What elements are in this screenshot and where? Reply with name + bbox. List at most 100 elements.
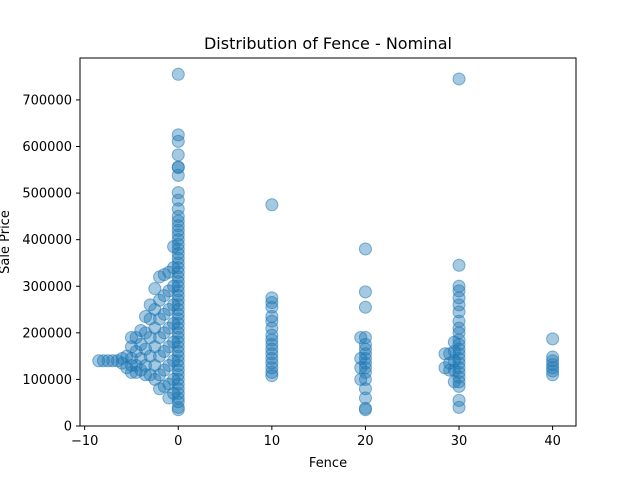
y-tick-label: 300000 (22, 280, 72, 295)
x-tick-label: 0 (174, 434, 182, 449)
data-point (171, 358, 185, 372)
x-axis-label: Fence (309, 456, 347, 471)
data-point (171, 67, 185, 81)
data-point (162, 340, 176, 354)
data-point (443, 347, 457, 361)
y-tick-label: 0 (64, 420, 72, 435)
data-point (171, 256, 185, 270)
data-point (101, 354, 115, 368)
data-point (110, 354, 124, 368)
data-point (354, 372, 368, 386)
data-point (265, 198, 279, 212)
x-tick-label: −10 (71, 434, 98, 449)
x-axis: −10 0 10 20 30 40 (71, 426, 561, 449)
data-point (171, 284, 185, 298)
data-point (167, 372, 181, 386)
data-point (171, 340, 185, 354)
data-point (265, 369, 279, 383)
x-tick-label: 30 (451, 434, 468, 449)
data-point (452, 291, 466, 305)
data-point (171, 168, 185, 182)
data-point (452, 305, 466, 319)
data-point (265, 291, 279, 305)
data-point (265, 337, 279, 351)
data-point (171, 186, 185, 200)
data-point (171, 330, 185, 344)
data-point (139, 310, 153, 324)
data-point (452, 400, 466, 414)
data-point (452, 298, 466, 312)
data-point (452, 393, 466, 407)
data-point (162, 321, 176, 335)
data-point (153, 270, 167, 284)
data-point (171, 193, 185, 207)
data-point (171, 223, 185, 237)
data-point (167, 335, 181, 349)
data-point (546, 332, 560, 346)
data-point (171, 312, 185, 326)
data-point (171, 275, 185, 289)
data-point (171, 368, 185, 382)
y-tick-label: 100000 (22, 373, 72, 388)
data-point (438, 361, 452, 375)
y-tick-label: 700000 (22, 93, 72, 108)
data-point (265, 365, 279, 379)
data-point (358, 337, 372, 351)
data-point (143, 298, 157, 312)
data-point (354, 361, 368, 375)
data-point (171, 134, 185, 148)
data-point (265, 296, 279, 310)
data-point (167, 279, 181, 293)
data-point (171, 233, 185, 247)
data-point (358, 365, 372, 379)
data-point (171, 128, 185, 142)
points-layer (92, 67, 560, 417)
data-point (354, 330, 368, 344)
data-point (171, 293, 185, 307)
data-point (452, 379, 466, 393)
x-tick-label: 10 (264, 434, 281, 449)
data-point (265, 333, 279, 347)
data-point (96, 354, 110, 368)
data-point (167, 261, 181, 275)
y-tick-label: 600000 (22, 140, 72, 155)
data-point (124, 330, 138, 344)
chart-title: Distribution of Fence - Nominal (204, 34, 452, 53)
data-point (171, 214, 185, 228)
data-point (162, 391, 176, 405)
data-point (134, 324, 148, 338)
data-point (171, 219, 185, 233)
data-point (546, 350, 560, 364)
data-point (265, 347, 279, 361)
data-point (452, 375, 466, 389)
data-point (358, 372, 372, 386)
data-point (358, 285, 372, 299)
data-point (358, 347, 372, 361)
data-point (162, 358, 176, 372)
data-point (358, 242, 372, 256)
data-point (452, 72, 466, 86)
y-tick-label: 200000 (22, 326, 72, 341)
data-point (438, 347, 452, 361)
data-point (447, 335, 461, 349)
data-point (162, 284, 176, 298)
data-point (452, 258, 466, 272)
data-point (354, 351, 368, 365)
data-point (265, 342, 279, 356)
data-point (148, 282, 162, 296)
data-point (265, 356, 279, 370)
data-point (167, 354, 181, 368)
data-point (171, 349, 185, 363)
y-tick-label: 400000 (22, 233, 72, 248)
data-point (171, 303, 185, 317)
data-point (124, 365, 138, 379)
data-point (546, 361, 560, 375)
data-point (157, 289, 171, 303)
data-point (265, 351, 279, 365)
data-point (358, 356, 372, 370)
data-point (139, 358, 153, 372)
data-point (106, 354, 120, 368)
data-point (171, 228, 185, 242)
